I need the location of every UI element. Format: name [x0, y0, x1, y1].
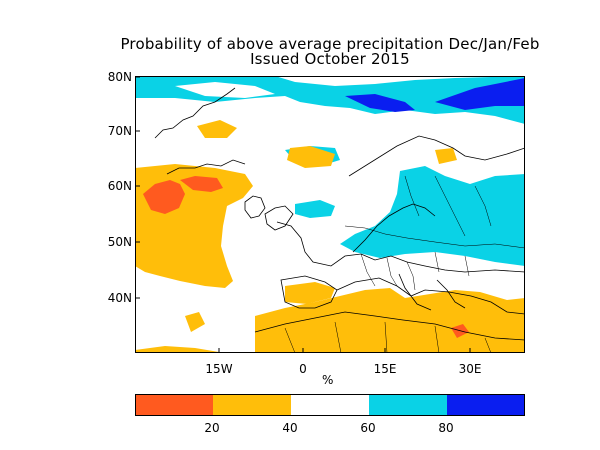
low-probability-region-iberia [285, 282, 335, 304]
y-tick-label-40n: 40N [107, 291, 132, 305]
very-low-region-north-atlantic [143, 180, 185, 214]
colorbar-bin-40-60 [291, 394, 369, 416]
colorbar-bin-20-40 [213, 394, 291, 416]
chart-subtitle: Issued October 2015 [250, 50, 410, 68]
colorbar-frame [135, 394, 525, 416]
low-probability-patch-3 [435, 148, 457, 164]
high-probability-region-north-sea [295, 200, 335, 218]
unit-label: % [322, 373, 334, 387]
country-borders [284, 175, 525, 353]
y-tick-label-70n: 70N [107, 124, 132, 138]
colorbar-bin-0-20 [135, 394, 213, 416]
low-probability-patch-2 [287, 146, 335, 168]
colorbar-label-40: 40 [282, 421, 298, 435]
x-tick-label-15e: 15E [373, 362, 397, 376]
chart-title: Probability of above average precipitati… [120, 35, 540, 53]
colorbar [135, 394, 525, 416]
high-probability-region-europe [340, 166, 525, 266]
colorbar-bin-80-100 [447, 394, 525, 416]
y-tick-label-60n: 60N [107, 179, 132, 193]
map-frame [135, 76, 525, 353]
very-high-region-barents [435, 78, 525, 110]
colorbar-bin-60-80 [369, 394, 447, 416]
colorbar-label-80: 80 [438, 421, 454, 435]
x-tick-label-30e: 30E [458, 362, 482, 376]
neutral-region-arctic [175, 82, 275, 98]
very-high-region-svalbard [345, 94, 415, 112]
colorbar-label-20: 20 [204, 421, 220, 435]
precipitation-map [135, 76, 525, 353]
axis-ticks [135, 76, 471, 353]
y-tick-label-50n: 50N [107, 235, 132, 249]
low-probability-patch-1 [197, 120, 237, 138]
colorbar-label-60: 60 [360, 421, 376, 435]
y-tick-label-80n: 80N [107, 70, 132, 84]
very-low-region-north-atlantic-2 [180, 176, 223, 192]
x-tick-label-0: 0 [299, 362, 307, 376]
x-tick-label-15w: 15W [205, 362, 233, 376]
low-probability-patch-4 [185, 312, 205, 332]
low-probability-patch-5 [135, 346, 225, 353]
